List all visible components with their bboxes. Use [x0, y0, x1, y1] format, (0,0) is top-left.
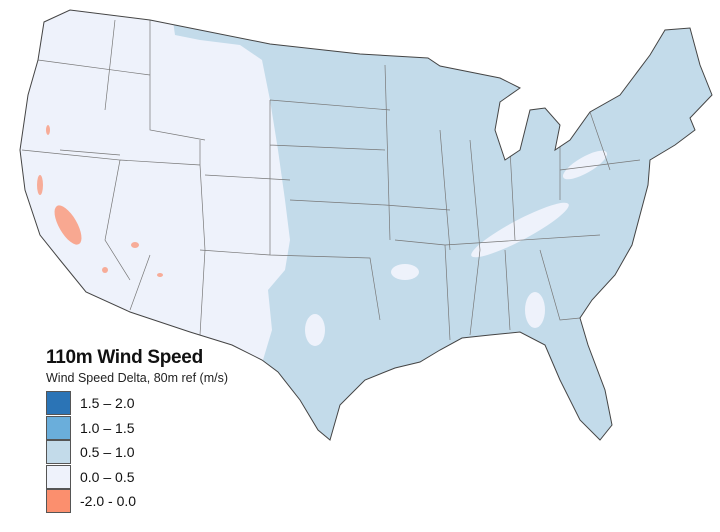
legend-subtitle: Wind Speed Delta, 80m ref (m/s): [46, 371, 229, 385]
legend-swatch: [46, 391, 71, 416]
legend-item: 1.0 – 1.5: [46, 415, 228, 441]
legend-label: 0.5 – 1.0: [80, 444, 135, 461]
legend-item: 0.5 – 1.0: [46, 440, 228, 465]
legend-swatch: [46, 415, 71, 440]
legend-label: 0.0 – 0.5: [80, 468, 135, 485]
legend-title: 110m Wind Speed: [46, 347, 203, 368]
legend-swatch: [46, 440, 71, 465]
pale-patches: [305, 150, 608, 346]
legend-label: 1.0 – 1.5: [80, 419, 135, 436]
legend-item: 0.0 – 0.5: [46, 464, 228, 490]
legend-item: -2.0 - 0.0: [46, 489, 228, 514]
legend-label: -2.0 - 0.0: [80, 493, 137, 510]
legend-item: 1.5 – 2.0: [46, 391, 228, 416]
legend-swatch: [46, 489, 71, 514]
legend-label: 1.5 – 2.0: [80, 395, 135, 412]
legend-swatch: [46, 464, 71, 489]
state-borders: [21, 19, 641, 341]
moderate-delta-region: [170, 10, 712, 440]
legend: 110m Wind Speed Wind Speed Delta, 80m re…: [46, 347, 228, 514]
legend-items: 1.5 – 2.0 1.0 – 1.5 0.5 – 1.0 0.0 – 0.5 …: [46, 391, 228, 514]
